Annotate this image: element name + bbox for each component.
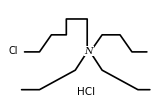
Text: HCl: HCl [77, 87, 95, 97]
Text: Cl: Cl [9, 46, 18, 56]
Text: N: N [84, 47, 93, 56]
